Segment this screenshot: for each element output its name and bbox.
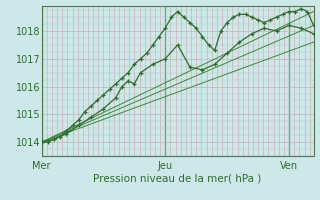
X-axis label: Pression niveau de la mer( hPa ): Pression niveau de la mer( hPa ) bbox=[93, 174, 262, 184]
